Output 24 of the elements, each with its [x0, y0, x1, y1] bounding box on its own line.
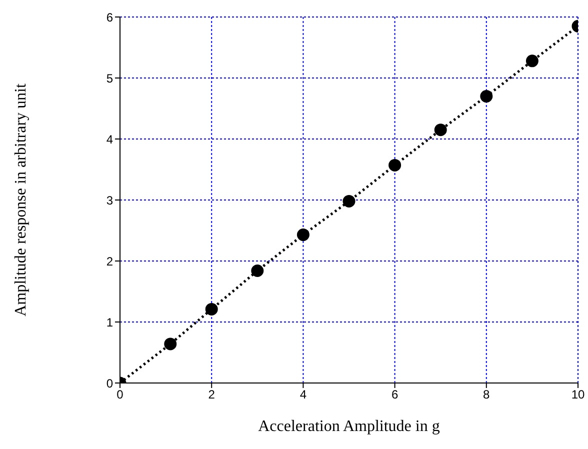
y-tick-label: 3	[106, 193, 114, 208]
x-tick-label: 8	[483, 388, 490, 402]
y-tick-label: 0	[106, 376, 114, 390]
point	[296, 228, 310, 242]
y-tick-label: 1	[106, 315, 114, 330]
point	[434, 124, 447, 136]
y-tick-label: 6	[106, 10, 114, 24]
point	[251, 264, 264, 278]
x-tick-label: 6	[391, 388, 398, 402]
x-tick-label: 4	[300, 388, 307, 402]
y-tick-label: 2	[106, 254, 114, 268]
x-axis-title: Acceleration Amplitude in g	[258, 418, 440, 435]
point	[526, 54, 538, 68]
point	[164, 338, 177, 350]
x-tick-label: 0	[116, 388, 124, 402]
y-tick-label: 5	[106, 71, 114, 86]
point	[480, 90, 493, 103]
x-tick-label: 10	[571, 388, 585, 402]
point	[342, 194, 356, 208]
y-tick-label: 4	[106, 132, 114, 146]
point	[388, 158, 402, 172]
point	[205, 302, 218, 316]
x-tick-label: 2	[208, 388, 216, 402]
y-axis-title: Amplitude response in arbitrary unit	[12, 83, 30, 316]
